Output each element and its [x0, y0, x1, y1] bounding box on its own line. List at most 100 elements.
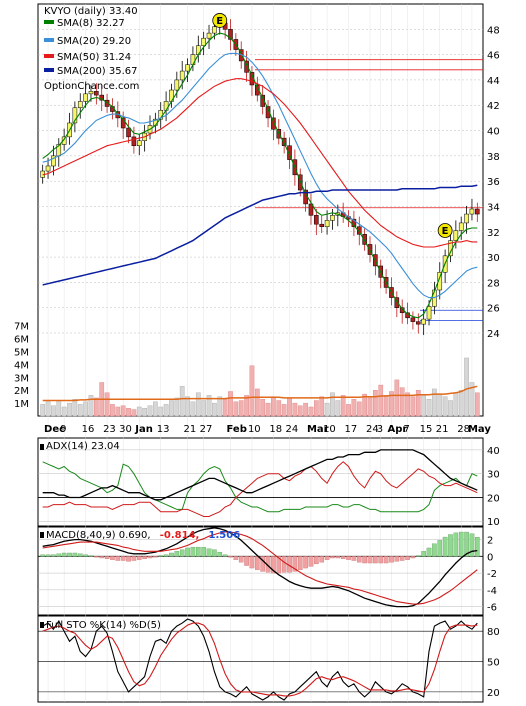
candle-body	[131, 136, 137, 146]
candle-body	[88, 91, 94, 95]
candle-body	[190, 54, 196, 65]
macd-histogram-bar	[308, 556, 314, 567]
macd-histogram-bar	[437, 540, 443, 557]
candle-body	[83, 93, 88, 102]
macd-histogram-bar	[351, 556, 357, 561]
volume-bar	[249, 365, 255, 417]
candle-body	[281, 137, 287, 146]
volume-bar	[244, 395, 249, 417]
volume-bar	[195, 392, 201, 417]
macd-histogram-bar	[410, 556, 416, 559]
volume-bar	[356, 401, 362, 417]
macd-histogram-bar	[399, 556, 405, 561]
macd-histogram-bar	[222, 554, 228, 557]
candle-body	[308, 203, 314, 216]
volume-bar	[319, 396, 325, 417]
macd-histogram-bar	[190, 546, 196, 557]
sto-label: Full STO %K(14) %D(5)	[46, 620, 161, 631]
x-label-21: 21	[436, 424, 449, 435]
macd-histogram-bar	[383, 556, 389, 564]
volume-bar	[383, 395, 389, 417]
volume-bar	[40, 404, 46, 417]
volume-tick-5M: 5M	[14, 348, 29, 359]
price-tick-40: 40	[487, 127, 500, 138]
legend-swatch-sma8	[44, 20, 54, 24]
volume-bar	[351, 399, 357, 417]
volume-bar	[297, 405, 303, 417]
volume-bar	[254, 388, 260, 417]
volume-bar	[45, 401, 51, 417]
candle-body	[464, 213, 469, 224]
macd-histogram-bar	[271, 556, 276, 574]
volume-bar	[126, 408, 131, 417]
macd-histogram-bar	[475, 536, 480, 557]
macd-histogram-bar	[319, 556, 325, 563]
macd-histogram-bar	[126, 556, 131, 562]
volume-bar	[389, 391, 394, 417]
price-tick-38: 38	[487, 152, 500, 163]
candle-body	[126, 127, 131, 138]
volume-bar	[115, 406, 121, 417]
x-label-13: Mar	[307, 424, 329, 435]
macd-tick-0: 0	[487, 552, 493, 563]
macd-histogram-bar	[61, 552, 67, 557]
adx-label: ADX(14) 23.04	[46, 441, 120, 452]
volume-tick-2M: 2M	[14, 386, 29, 397]
volume-bar	[313, 400, 319, 417]
macd-histogram-bar	[297, 556, 303, 570]
macd-histogram-bar	[303, 556, 308, 569]
legend-sma200: SMA(200) 35.67	[57, 66, 138, 77]
candle-body	[77, 101, 83, 109]
volume-bar	[410, 396, 416, 417]
volume-bar	[335, 400, 341, 417]
x-label-7: 21	[184, 424, 197, 435]
macd-histogram-bar	[147, 556, 153, 559]
macd-histogram-bar	[153, 556, 158, 558]
candle-body	[255, 84, 260, 96]
macd-histogram-bar	[362, 556, 367, 564]
volume-bar	[458, 390, 464, 417]
series-line-sma200	[42, 184, 478, 286]
candle-body	[244, 60, 249, 73]
candle-body	[265, 106, 271, 119]
price-tick-36: 36	[487, 177, 500, 188]
series-line-sma20	[42, 52, 478, 299]
series-line-sma50	[42, 78, 478, 248]
volume-bar	[185, 396, 190, 417]
volume-bar	[330, 392, 335, 417]
sto-tick-20: 20	[487, 688, 500, 699]
volume-tick-6M: 6M	[14, 335, 29, 346]
volume-bar	[228, 391, 233, 417]
macd-histogram-bar	[185, 547, 190, 557]
volume-bar	[421, 395, 427, 417]
macd-histogram-bar	[292, 556, 298, 572]
macd-histogram-bar	[356, 556, 362, 563]
macd-histogram-bar	[136, 556, 142, 560]
macd-histogram-bar	[367, 556, 373, 564]
x-label-15: 17	[345, 424, 358, 435]
macd-histogram-bar	[217, 551, 223, 557]
macd-histogram-bar	[163, 554, 169, 557]
volume-bar	[110, 404, 115, 417]
candle-body	[410, 317, 416, 322]
macd-histogram-bar	[40, 554, 45, 557]
macd-histogram-bar	[346, 556, 351, 560]
legend-swatch-sma20	[44, 38, 54, 42]
candle-body	[45, 165, 51, 172]
macd-histogram-bar	[464, 531, 469, 557]
volume-bar	[61, 406, 67, 417]
macd-histogram-bar	[458, 531, 464, 557]
candle-body	[367, 244, 373, 255]
volume-bar	[474, 392, 480, 417]
candle-body	[469, 208, 475, 215]
volume-tick-3M: 3M	[14, 373, 29, 384]
x-label-6: 13	[157, 424, 170, 435]
macd-histogram-bar	[72, 552, 78, 557]
candle-body	[314, 215, 319, 225]
volume-bar	[373, 390, 378, 417]
candle-body	[453, 230, 459, 241]
x-label-8: 27	[200, 424, 213, 435]
candle-body	[179, 70, 185, 81]
volume-bar	[174, 397, 180, 417]
volume-bar	[169, 400, 174, 417]
